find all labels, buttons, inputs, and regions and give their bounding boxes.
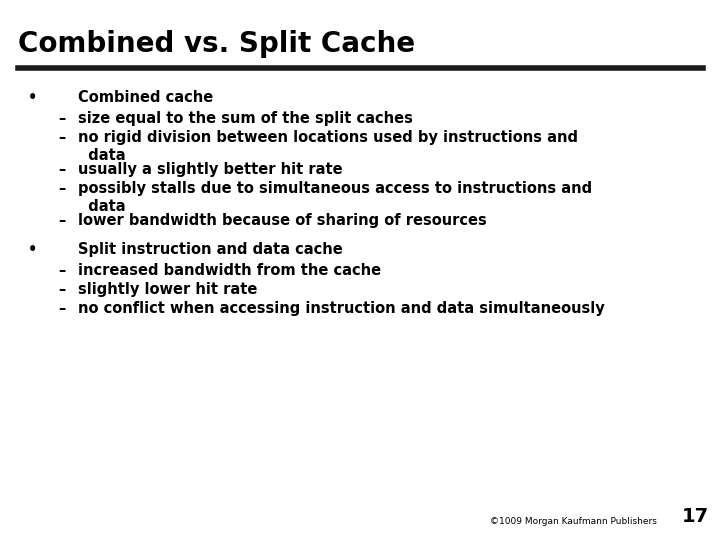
Text: size equal to the sum of the split caches: size equal to the sum of the split cache… [78,111,413,126]
Text: possibly stalls due to simultaneous access to instructions and
  data: possibly stalls due to simultaneous acce… [78,181,592,214]
Text: •: • [28,242,37,257]
Text: increased bandwidth from the cache: increased bandwidth from the cache [78,263,381,278]
Text: no rigid division between locations used by instructions and
  data: no rigid division between locations used… [78,130,578,163]
Text: –: – [58,213,66,228]
Text: slightly lower hit rate: slightly lower hit rate [78,282,257,297]
Text: –: – [58,282,66,297]
Text: –: – [58,130,66,145]
Text: •: • [28,90,37,105]
Text: Combined vs. Split Cache: Combined vs. Split Cache [18,30,415,58]
Text: –: – [58,111,66,126]
Text: –: – [58,301,66,316]
Text: lower bandwidth because of sharing of resources: lower bandwidth because of sharing of re… [78,213,487,228]
Text: –: – [58,162,66,177]
Text: Split instruction and data cache: Split instruction and data cache [78,242,343,257]
Text: usually a slightly better hit rate: usually a slightly better hit rate [78,162,343,177]
Text: 17: 17 [682,507,709,526]
Text: –: – [58,181,66,196]
Text: Combined cache: Combined cache [78,90,213,105]
Text: no conflict when accessing instruction and data simultaneously: no conflict when accessing instruction a… [78,301,605,316]
Text: ©1009 Morgan Kaufmann Publishers: ©1009 Morgan Kaufmann Publishers [490,517,657,526]
Text: –: – [58,263,66,278]
